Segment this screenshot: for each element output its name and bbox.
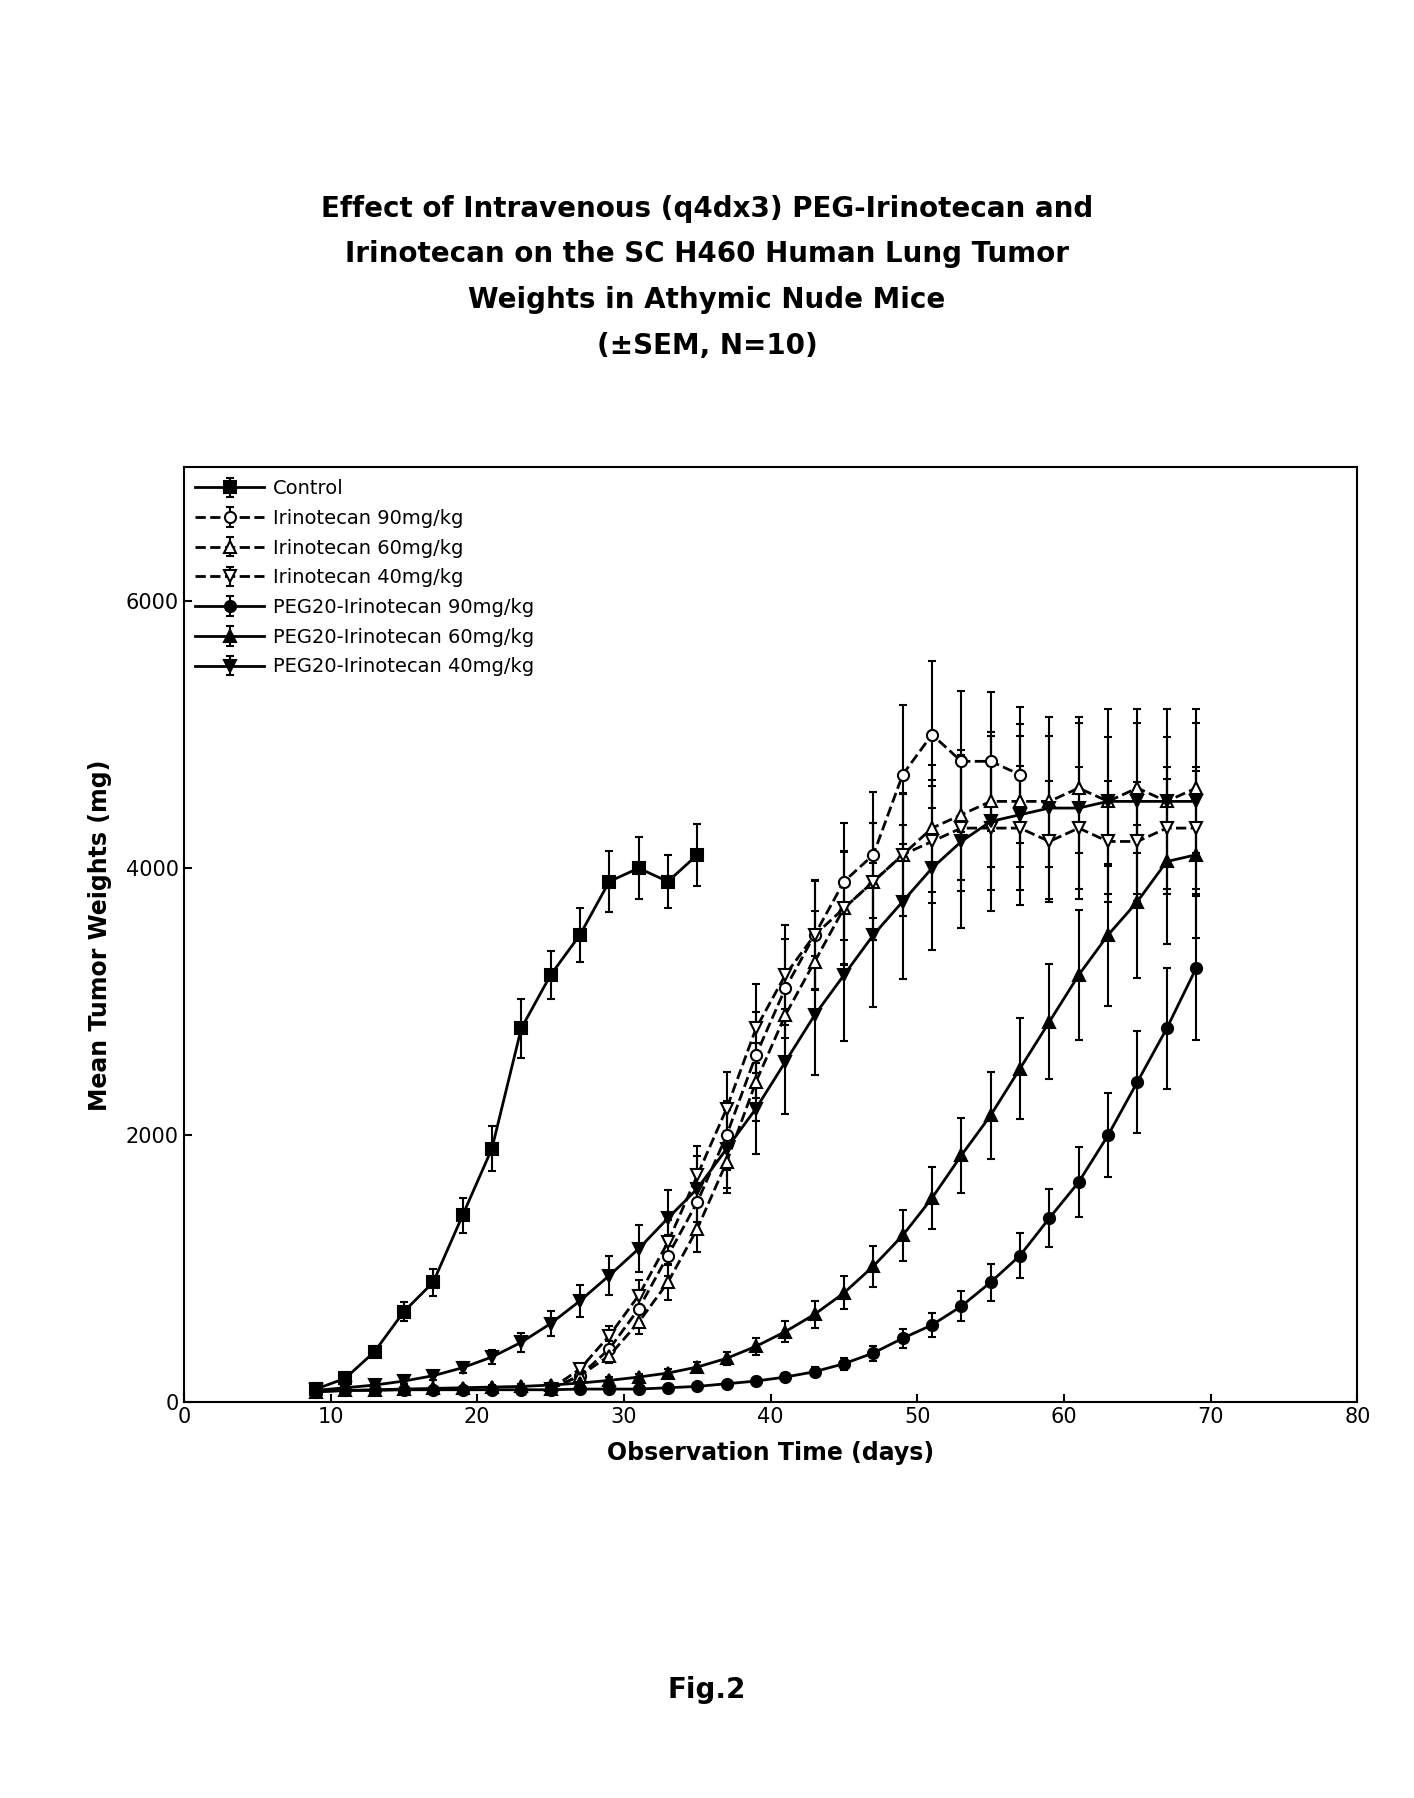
Text: Effect of Intravenous (q4dx3) PEG-Irinotecan and
Irinotecan on the SC H460 Human: Effect of Intravenous (q4dx3) PEG-Irinot… [321,194,1093,360]
Text: Fig.2: Fig.2 [667,1676,747,1705]
Y-axis label: Mean Tumor Weights (mg): Mean Tumor Weights (mg) [88,759,112,1111]
Legend: Control, Irinotecan 90mg/kg, Irinotecan 60mg/kg, Irinotecan 40mg/kg, PEG20-Irino: Control, Irinotecan 90mg/kg, Irinotecan … [189,473,540,681]
X-axis label: Observation Time (days): Observation Time (days) [607,1442,935,1465]
